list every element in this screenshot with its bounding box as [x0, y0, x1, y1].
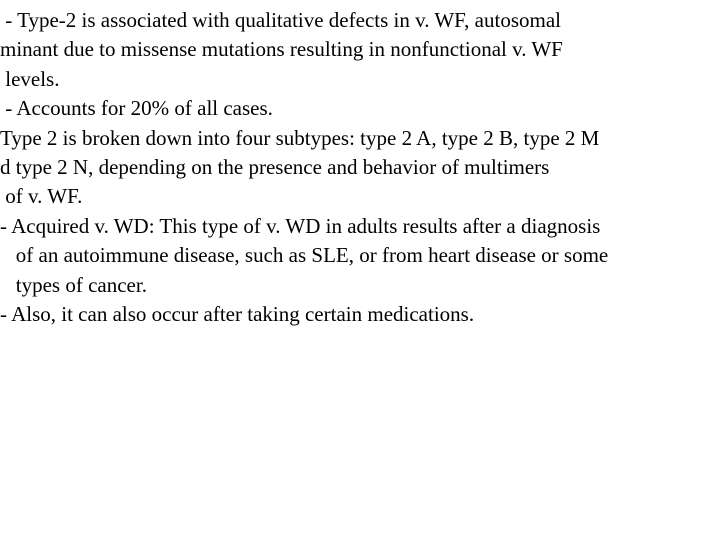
text-line: types of cancer. [0, 271, 720, 300]
text-line: - Acquired v. WD: This type of v. WD in … [0, 212, 720, 241]
text-line: - Also, it can also occur after taking c… [0, 300, 720, 329]
text-line: levels. [0, 65, 720, 94]
text-line: d type 2 N, depending on the presence an… [0, 153, 720, 182]
text-line: of an autoimmune disease, such as SLE, o… [0, 241, 720, 270]
text-line: of v. WF. [0, 182, 720, 211]
text-line: - Accounts for 20% of all cases. [0, 94, 720, 123]
document-body: - Type-2 is associated with qualitative … [0, 0, 720, 329]
text-line: - Type-2 is associated with qualitative … [0, 6, 720, 35]
text-line: Type 2 is broken down into four subtypes… [0, 124, 720, 153]
text-line: minant due to missense mutations resulti… [0, 35, 720, 64]
